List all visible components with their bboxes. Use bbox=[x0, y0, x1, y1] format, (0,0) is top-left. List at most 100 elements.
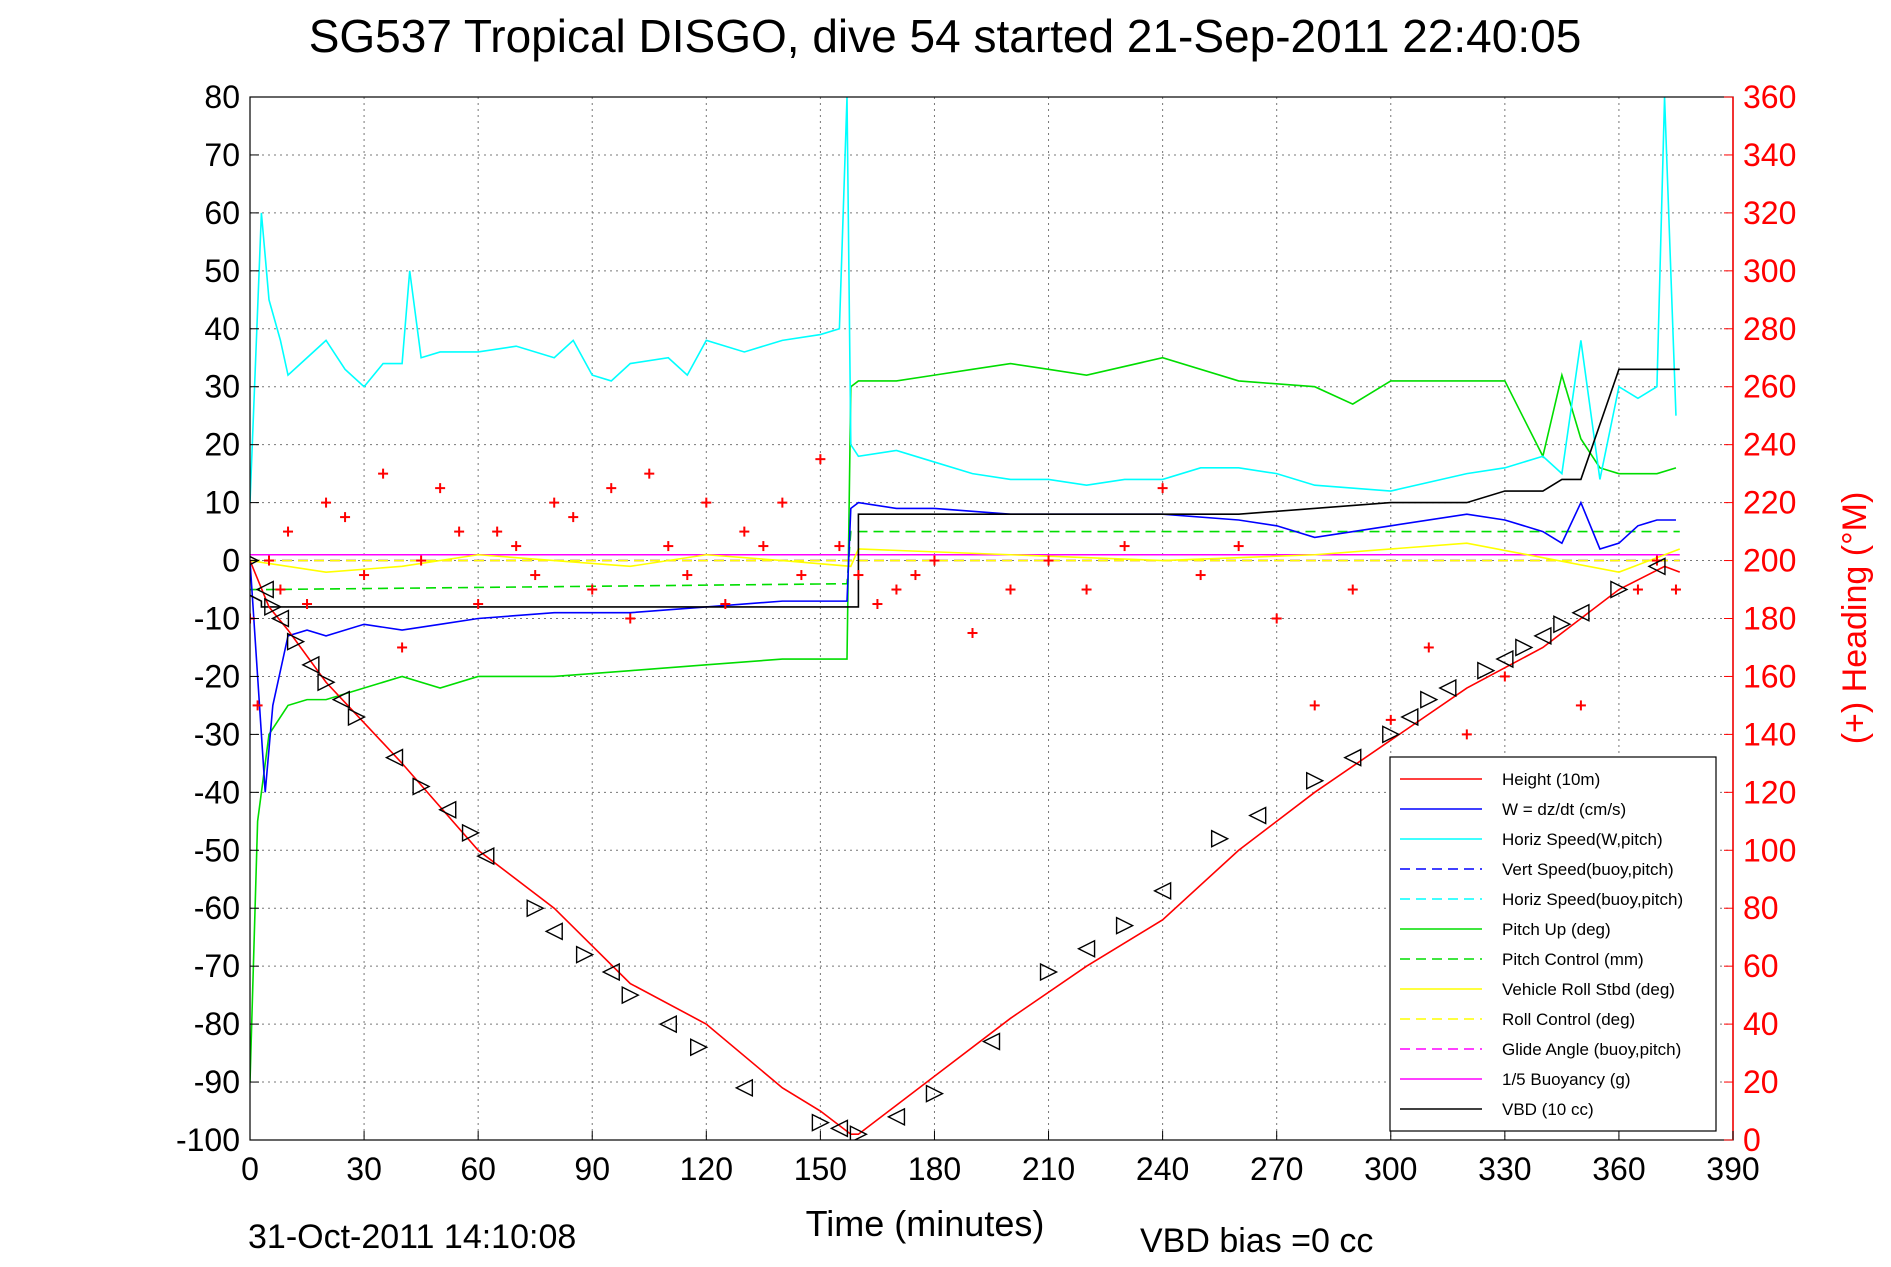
height-marker bbox=[1153, 881, 1172, 900]
y2-tick-label: 320 bbox=[1743, 195, 1796, 231]
heading-point bbox=[872, 599, 883, 610]
heading-point bbox=[252, 700, 263, 711]
x-tick-label: 330 bbox=[1478, 1151, 1531, 1187]
heading-point bbox=[929, 555, 940, 566]
legend-label: W = dz/dt (cm/s) bbox=[1502, 800, 1626, 819]
legend-label: Roll Control (deg) bbox=[1502, 1010, 1635, 1029]
heading-point bbox=[321, 497, 332, 508]
heading-point bbox=[1119, 541, 1130, 552]
heading-point bbox=[549, 497, 560, 508]
heading-point bbox=[397, 642, 408, 653]
series-vbd bbox=[250, 368, 1680, 608]
y2-tick-label: 20 bbox=[1743, 1064, 1779, 1100]
y-tick-label: -40 bbox=[194, 774, 240, 810]
heading-point bbox=[796, 570, 807, 581]
heading-point bbox=[275, 584, 286, 595]
height-marker bbox=[1343, 748, 1362, 767]
height-marker bbox=[544, 922, 563, 941]
y-tick-label: 50 bbox=[204, 253, 240, 289]
y-tick-label: -100 bbox=[176, 1122, 240, 1158]
heading-point bbox=[815, 454, 826, 465]
legend-entry: Height (10m) bbox=[1400, 770, 1600, 789]
height-marker bbox=[1248, 806, 1267, 825]
legend-label: Horiz Speed(buoy,pitch) bbox=[1502, 890, 1683, 909]
height-marker bbox=[384, 748, 404, 767]
height-marker bbox=[849, 1125, 868, 1140]
x-tick-label: 360 bbox=[1592, 1151, 1645, 1187]
legend-entry: Vert Speed(buoy,pitch) bbox=[1400, 860, 1674, 879]
heading-point bbox=[1081, 584, 1092, 595]
height-marker bbox=[255, 580, 274, 599]
height-marker bbox=[1076, 939, 1096, 958]
height-marker bbox=[1515, 638, 1534, 657]
heading-point bbox=[302, 599, 313, 610]
heading-point bbox=[1233, 541, 1244, 552]
heading-point bbox=[758, 541, 769, 552]
y-tick-label: 0 bbox=[222, 543, 240, 579]
y-tick-label: 30 bbox=[204, 369, 240, 405]
height-marker bbox=[347, 707, 367, 727]
height-marker bbox=[526, 899, 545, 918]
x-tick-label: 120 bbox=[680, 1151, 733, 1187]
y-tick-label: 10 bbox=[204, 485, 240, 521]
heading-point bbox=[416, 555, 427, 566]
x-tick-label: 180 bbox=[908, 1151, 961, 1187]
height-marker bbox=[886, 1107, 906, 1126]
heading-point bbox=[834, 541, 845, 552]
y2-tick-label: 60 bbox=[1743, 948, 1779, 984]
y-tick-label: -50 bbox=[194, 832, 240, 868]
heading-point bbox=[606, 483, 617, 494]
y2-tick-label: 260 bbox=[1743, 369, 1796, 405]
heading-point bbox=[340, 512, 351, 523]
heading-point bbox=[1575, 700, 1586, 711]
heading-point bbox=[853, 570, 864, 581]
legend-entry: Pitch Up (deg) bbox=[1400, 920, 1611, 939]
legend-label: Horiz Speed(W,pitch) bbox=[1502, 830, 1663, 849]
heading-point bbox=[264, 555, 275, 566]
y2-tick-label: 100 bbox=[1743, 832, 1796, 868]
heading-point bbox=[283, 526, 294, 537]
legend-entry: W = dz/dt (cm/s) bbox=[1400, 800, 1626, 819]
series-roll bbox=[250, 542, 1681, 573]
heading-point bbox=[1347, 584, 1358, 595]
height-marker bbox=[331, 690, 350, 709]
y2-tick-label: 340 bbox=[1743, 137, 1796, 173]
y2-tick-label: 220 bbox=[1743, 485, 1796, 521]
height-marker bbox=[1647, 557, 1666, 576]
right-axis-label: (+) Heading (°M) bbox=[1836, 492, 1874, 745]
legend-label: Vehicle Roll Stbd (deg) bbox=[1502, 980, 1675, 999]
legend-label: 1/5 Buoyancy (g) bbox=[1502, 1070, 1631, 1089]
heading-point bbox=[1385, 714, 1396, 725]
x-tick-label: 60 bbox=[460, 1151, 496, 1187]
x-tick-label: 30 bbox=[346, 1151, 382, 1187]
y-tick-label: 40 bbox=[204, 311, 240, 347]
height-marker bbox=[476, 846, 495, 866]
y2-tick-label: 0 bbox=[1743, 1122, 1761, 1158]
x-tick-label: 300 bbox=[1364, 1151, 1417, 1187]
legend-entry: Vehicle Roll Stbd (deg) bbox=[1400, 980, 1675, 999]
legend-entry: Glide Angle (buoy,pitch) bbox=[1400, 1040, 1681, 1059]
height-marker bbox=[264, 597, 283, 617]
heading-point bbox=[1632, 584, 1643, 595]
legend-entry: Horiz Speed(buoy,pitch) bbox=[1400, 890, 1683, 909]
height-marker bbox=[1477, 661, 1496, 680]
heading-point bbox=[1043, 555, 1054, 566]
height-marker bbox=[1420, 690, 1439, 709]
marker-layer bbox=[250, 555, 1666, 1140]
y2-tick-label: 300 bbox=[1743, 253, 1796, 289]
height-marker bbox=[1382, 725, 1401, 744]
y2-tick-label: 40 bbox=[1743, 1006, 1779, 1042]
legend-entry: VBD (10 cc) bbox=[1400, 1100, 1594, 1119]
heading-point bbox=[682, 570, 693, 581]
y2-tick-label: 160 bbox=[1743, 658, 1796, 694]
height-marker bbox=[317, 673, 336, 692]
y2-tick-label: 140 bbox=[1743, 716, 1796, 752]
footer-note: VBD bias =0 cc bbox=[1140, 1222, 1373, 1260]
plot-area bbox=[250, 97, 1681, 1140]
heading-point bbox=[492, 526, 503, 537]
heading-point bbox=[777, 497, 788, 508]
y-tick-label: -70 bbox=[194, 948, 240, 984]
height-marker bbox=[690, 1038, 709, 1057]
